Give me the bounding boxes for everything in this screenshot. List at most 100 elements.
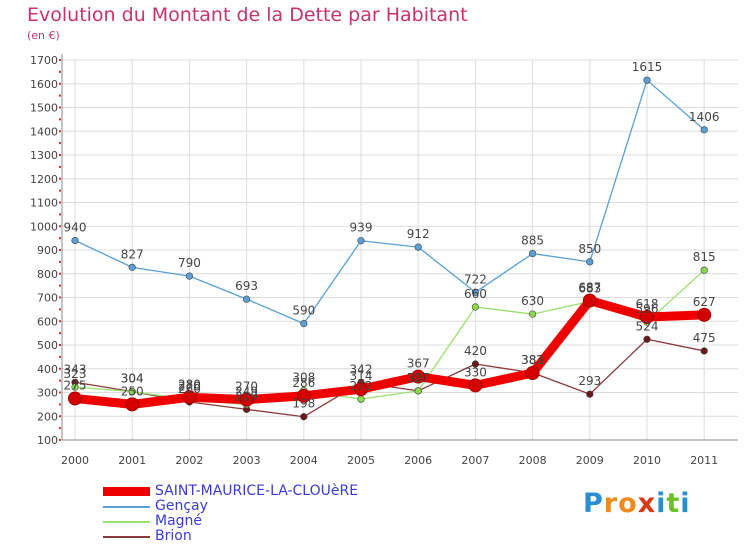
data-point-gen-ay	[300, 320, 308, 328]
series-line-brion	[74, 338, 705, 418]
data-label-saint-maurice-la-clou-re: 275	[64, 378, 87, 392]
y-tick-label: 500	[37, 339, 58, 352]
y-tick-label: 1600	[30, 78, 58, 91]
logo-letter: i	[656, 488, 667, 519]
data-label-gen-ay: 939	[350, 221, 373, 235]
data-point-gen-ay	[71, 236, 79, 245]
y-minor-tick	[59, 439, 61, 441]
y-minor-tick	[59, 260, 61, 263]
y-tick-label: 1200	[30, 173, 58, 186]
y-tick-label: 200	[37, 410, 58, 423]
data-point-magn	[700, 266, 708, 274]
y-minor-tick	[59, 118, 61, 121]
data-label-magn: 308	[292, 371, 315, 385]
data-label-saint-maurice-la-clou-re: 367	[407, 357, 430, 371]
logo-letter: t	[666, 488, 681, 519]
y-minor-tick	[59, 403, 61, 406]
y-minor-tick	[59, 272, 61, 275]
data-label-gen-ay: 1406	[689, 110, 720, 124]
y-minor-tick	[59, 94, 61, 97]
y-tick-label: 700	[37, 292, 58, 305]
data-labels: 940 827 790 693 590 939 912 722 885 850 1615 1406 34…	[64, 60, 720, 411]
y-minor-tick	[59, 237, 61, 240]
data-label-gen-ay: 912	[407, 227, 430, 241]
data-point-magn	[414, 387, 422, 395]
legend-label-brion: Brion	[155, 528, 192, 544]
y-minor-tick	[59, 332, 61, 335]
y-tick-label: 100	[37, 434, 58, 447]
logo-letter: i	[680, 488, 691, 519]
data-point-saint-maurice-la-clou-re	[125, 397, 140, 412]
data-label-magn: 630	[521, 294, 544, 308]
y-minor-tick	[59, 130, 61, 133]
y-minor-tick	[59, 355, 61, 358]
data-label-magn: 660	[464, 287, 487, 301]
y-tick-label: 800	[37, 268, 58, 281]
data-point-saint-maurice-la-clou-re	[296, 388, 311, 403]
data-label-gen-ay: 590	[292, 304, 315, 318]
legend-label-magne: Magné	[155, 513, 203, 529]
y-minor-tick	[59, 201, 61, 204]
data-point-brion	[300, 413, 308, 421]
data-label-gen-ay: 850	[578, 242, 601, 256]
y-tick-label: 1500	[30, 102, 58, 115]
data-point-brion	[643, 335, 651, 343]
data-label-saint-maurice-la-clou-re: 280	[178, 377, 201, 391]
data-point-magn	[128, 387, 136, 396]
data-label-brion: 383	[521, 353, 544, 367]
data-label-saint-maurice-la-clou-re: 330	[464, 365, 487, 379]
y-minor-tick	[59, 427, 61, 430]
y-tick-label: 1100	[30, 197, 58, 210]
x-tick-label: 2004	[290, 454, 318, 467]
x-tick-label: 2007	[461, 454, 489, 467]
data-label-brion: 342	[350, 363, 373, 377]
x-tick-label: 2009	[576, 454, 604, 467]
y-minor-tick	[59, 106, 61, 109]
logo-letter: x	[637, 488, 657, 519]
data-point-gen-ay	[414, 243, 422, 251]
data-point-brion	[586, 390, 594, 398]
series-line-gen-ay	[74, 79, 705, 325]
x-tick-label: 2002	[175, 454, 203, 467]
data-label-saint-maurice-la-clou-re: 270	[235, 380, 258, 394]
x-tick-label: 2008	[519, 454, 547, 467]
legend-swatch-saint-maurice	[103, 487, 150, 496]
data-label-magn: 272	[350, 379, 373, 393]
y-minor-tick	[59, 154, 61, 156]
y-tick-label: 600	[37, 315, 58, 328]
data-point-magn	[71, 383, 79, 391]
logo-letter: o	[618, 488, 638, 519]
data-label-brion: 307	[407, 371, 430, 385]
logo-letter: P	[583, 488, 604, 519]
chart-unit: (en €)	[27, 29, 60, 42]
data-label-saint-maurice-la-clou-re: 382	[521, 353, 544, 367]
data-label-magn: 596	[636, 302, 659, 316]
legend-swatch-gencay	[103, 506, 150, 508]
x-tick-label: 2010	[633, 454, 661, 467]
x-tick-label: 2001	[118, 454, 146, 467]
data-label-brion: 524	[636, 319, 659, 333]
x-tick-label: 2005	[347, 454, 375, 467]
data-label-magn: 249	[235, 385, 258, 399]
data-point-magn	[357, 395, 365, 403]
data-label-magn: 683	[578, 282, 601, 296]
y-minor-tick	[59, 415, 61, 418]
y-minor-tick	[59, 59, 61, 61]
data-label-gen-ay: 790	[178, 256, 201, 270]
y-minor-tick	[59, 379, 61, 382]
data-point-saint-maurice-la-clou-re	[697, 307, 712, 322]
x-tick-label: 2003	[233, 454, 261, 467]
y-minor-tick	[59, 165, 61, 168]
x-tick-label: 2011	[690, 454, 718, 467]
data-label-gen-ay: 885	[521, 234, 544, 248]
data-point-saint-maurice-la-clou-re	[525, 366, 540, 381]
data-label-brion: 343	[64, 362, 87, 376]
y-tick-label: 400	[37, 363, 58, 376]
data-label-brion: 304	[121, 372, 144, 386]
legend-label-gencay: Gençay	[155, 498, 208, 514]
data-label-magn: 323	[64, 367, 87, 381]
y-minor-tick	[59, 391, 61, 394]
data-point-saint-maurice-la-clou-re	[239, 392, 254, 407]
